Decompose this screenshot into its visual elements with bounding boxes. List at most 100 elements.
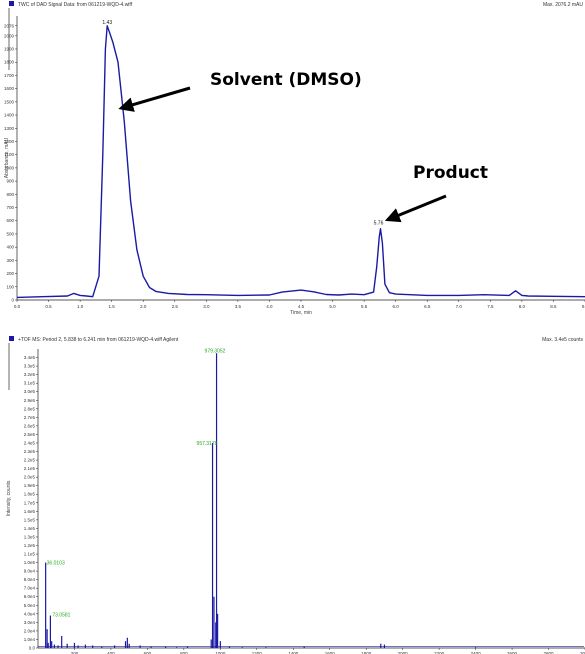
x-tick-label: 2.0: [140, 304, 147, 309]
y-tick-label: 2.1e5: [24, 466, 36, 471]
y-tick-label: 2.2e5: [24, 458, 36, 463]
peak-label-979: 979.3052: [205, 348, 226, 354]
y-tick-label: 3.2e5: [24, 372, 36, 377]
x-tick-label: 400: [107, 651, 115, 654]
y-tick-label: 4.0e4: [24, 611, 36, 616]
y-tick-label: 3.0e4: [24, 620, 36, 625]
x-tick-label: 2400: [471, 651, 482, 654]
y-tick-label: 1500: [4, 99, 15, 104]
x-tick-label: 4.5: [298, 304, 305, 309]
y-tick-label: 700: [6, 205, 14, 210]
x-tick-label: 800: [180, 651, 188, 654]
y-tick-label: 8.0e4: [24, 577, 36, 582]
y-tick-label: 2.0e5: [24, 475, 36, 480]
x-tick-label: 2800: [544, 651, 555, 654]
y-tick-label: 800: [6, 192, 14, 197]
x-tick-label: 2200: [434, 651, 445, 654]
product-arrow: [384, 194, 447, 223]
x-tick-label: 3000: [580, 651, 585, 654]
y-tick-label: 0: [11, 298, 14, 303]
y-tick-label: 2.0e4: [24, 628, 36, 633]
x-tick-label: 1000: [215, 651, 226, 654]
x-tick-label: 5.5: [361, 304, 368, 309]
y-tick-label: 5.0e4: [24, 603, 36, 608]
x-tick-label: 6.0: [393, 304, 400, 309]
x-tick-label: 9.0: [582, 304, 585, 309]
y-tick-label: 200: [6, 271, 14, 276]
y-tick-label: 1.4e5: [24, 526, 36, 531]
uv-chromatogram-chart: TWC of DAD Signal Data: from 061219-WQD-…: [4, 1, 585, 316]
y-tick-label: 2076: [4, 23, 15, 28]
solvent-annotation: Solvent (DMSO): [210, 70, 362, 90]
y-tick-label: 1.9e5: [24, 483, 36, 488]
y-tick-label: 1700: [4, 73, 15, 78]
x-tick-label: 7.5: [487, 304, 494, 309]
x-tick-label: 200: [71, 651, 79, 654]
y-tick-label: 1800: [4, 60, 15, 65]
x-tick-label: 6.5: [424, 304, 431, 309]
y-tick-label: 1400: [4, 113, 15, 118]
x-tick-label: 2600: [507, 651, 518, 654]
product-annotation: Product: [413, 163, 488, 183]
y-tick-label: 1.8e5: [24, 492, 36, 497]
legend-square-icon: [9, 1, 14, 6]
x-tick-label: 8.0: [519, 304, 526, 309]
y-tick-label: 100: [6, 284, 14, 289]
y-tick-label: 600: [6, 218, 14, 223]
solvent-arrow: [118, 86, 191, 112]
x-tick-label: 0.5: [45, 304, 52, 309]
max-label: Max. 3.4e5 counts: [542, 337, 583, 343]
y-tick-label: 3.3e5: [24, 364, 36, 369]
x-tick-label: 1.5: [109, 304, 116, 309]
uv-chromatogram-panel: TWC of DAD Signal Data: from 061219-WQD-…: [0, 0, 585, 318]
max-label: Max. 2076.2 mAU: [543, 2, 583, 8]
peak-label-2: 5.76: [374, 221, 384, 227]
chart-title: TWC of DAD Signal Data: from 061219-WQD-…: [18, 2, 133, 8]
y-tick-label: 3.1e5: [24, 381, 36, 386]
x-tick-label: 4.0: [266, 304, 273, 309]
y-tick-label: 1000: [4, 165, 15, 170]
mass-spectrum-chart: +TOF MS: Period 2, 5.838 to 6.241 min fr…: [6, 336, 585, 654]
y-axis-label: Intensity, counts: [6, 480, 12, 516]
y-tick-label: 2000: [4, 33, 15, 38]
x-tick-label: 3.0: [203, 304, 210, 309]
y-tick-label: 1.3e5: [24, 534, 36, 539]
x-tick-label: 7.0: [456, 304, 463, 309]
x-tick-label: 1600: [325, 651, 336, 654]
y-axis-label: Absorbance, mAU: [4, 137, 10, 178]
y-tick-label: 1.7e5: [24, 500, 36, 505]
x-tick-label: 1400: [288, 651, 299, 654]
y-tick-label: 2.9e5: [24, 398, 36, 403]
y-tick-label: 1.0e5: [24, 560, 36, 565]
peak-label-957: 957.3178: [197, 441, 218, 447]
y-tick-label: 2.4e5: [24, 440, 36, 445]
x-tick-label: 5.0: [329, 304, 336, 309]
chart-title: +TOF MS: Period 2, 5.838 to 6.241 min fr…: [18, 337, 179, 343]
x-tick-label: 8.5: [550, 304, 557, 309]
peak-label-73: 73.0581: [52, 613, 70, 619]
y-tick-label: 1.5e5: [24, 517, 36, 522]
peak-label-36: 36.0103: [47, 561, 65, 567]
y-tick-label: 3.4e5: [24, 355, 36, 360]
baseline-noise: [37, 646, 584, 648]
y-tick-label: 400: [6, 245, 14, 250]
y-tick-label: 2.6e5: [24, 423, 36, 428]
x-tick-label: 0.0: [14, 304, 21, 309]
x-tick-label: 1.0: [77, 304, 84, 309]
x-tick-label: 1800: [361, 651, 372, 654]
legend-square-icon: [9, 336, 14, 341]
x-tick-label: 2000: [398, 651, 409, 654]
x-tick-label: 600: [144, 651, 152, 654]
y-tick-label: 2.3e5: [24, 449, 36, 454]
y-tick-label: 1.1e5: [24, 552, 36, 557]
x-tick-label: 2.5: [172, 304, 179, 309]
y-tick-label: 1.2e5: [24, 543, 36, 548]
absorbance-trace: [16, 25, 585, 299]
mass-spectrum-panel: +TOF MS: Period 2, 5.838 to 6.241 min fr…: [0, 335, 585, 654]
y-tick-label: 1300: [4, 126, 15, 131]
y-tick-label: 900: [6, 179, 14, 184]
y-tick-label: 1200: [4, 139, 15, 144]
y-tick-label: 6.0e4: [24, 594, 36, 599]
x-axis-label: Time, min: [290, 310, 312, 316]
y-tick-label: 500: [6, 231, 14, 236]
